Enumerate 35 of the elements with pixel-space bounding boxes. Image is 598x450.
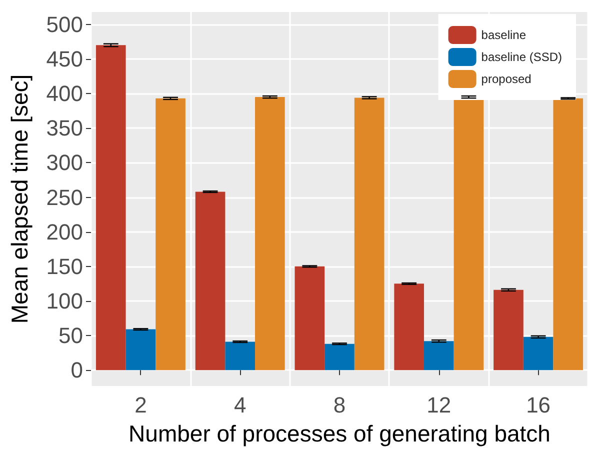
x-tick-label: 16 xyxy=(526,392,551,418)
bar xyxy=(294,266,325,370)
bar xyxy=(324,344,354,370)
y-tick-label: 250 xyxy=(46,184,83,210)
x-axis-title: Number of processes of generating batch xyxy=(128,420,550,446)
bar xyxy=(553,98,584,370)
y-tick-label: 450 xyxy=(46,46,83,72)
legend-label: proposed xyxy=(481,72,532,86)
bar xyxy=(494,290,524,370)
y-tick-label: 150 xyxy=(46,254,83,279)
bar xyxy=(156,98,186,370)
bar xyxy=(424,341,454,370)
y-tick-label: 400 xyxy=(46,81,83,106)
bar xyxy=(354,98,384,370)
y-tick-label: 500 xyxy=(46,12,83,37)
y-tick-label: 50 xyxy=(58,323,83,348)
bar xyxy=(255,97,285,370)
x-tick-label: 12 xyxy=(426,392,452,418)
y-tick-label: 300 xyxy=(46,150,83,176)
y-tick-label: 350 xyxy=(46,116,83,141)
x-tick-label: 2 xyxy=(134,392,147,418)
legend-label: baseline (SSD) xyxy=(481,50,562,64)
bar xyxy=(225,342,256,370)
bar xyxy=(394,284,424,370)
bar xyxy=(126,329,156,370)
y-tick-label: 100 xyxy=(46,288,83,314)
x-tick-label: 8 xyxy=(333,392,346,418)
bar xyxy=(195,192,226,370)
legend-label: baseline xyxy=(481,28,526,42)
bar xyxy=(523,336,554,370)
y-tick-label: 200 xyxy=(46,219,83,244)
x-tick-label: 4 xyxy=(234,392,246,418)
bar xyxy=(96,45,126,370)
y-tick-label: 0 xyxy=(70,358,83,383)
y-axis-title: Mean elapsed time [sec] xyxy=(6,74,32,324)
